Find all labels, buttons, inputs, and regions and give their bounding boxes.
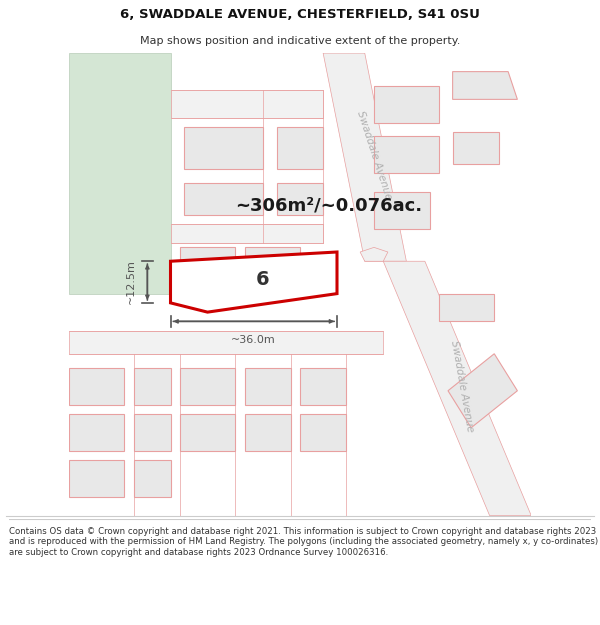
Polygon shape xyxy=(452,132,499,164)
Polygon shape xyxy=(133,460,170,497)
Text: Swaddale Avenue: Swaddale Avenue xyxy=(449,339,475,432)
Polygon shape xyxy=(184,127,263,169)
Polygon shape xyxy=(448,354,517,428)
Polygon shape xyxy=(300,414,346,451)
Polygon shape xyxy=(69,460,124,497)
Polygon shape xyxy=(180,248,235,275)
Polygon shape xyxy=(383,261,531,516)
Polygon shape xyxy=(374,192,430,229)
Polygon shape xyxy=(69,53,170,294)
Polygon shape xyxy=(360,248,388,261)
Polygon shape xyxy=(323,53,406,261)
Text: ~12.5m: ~12.5m xyxy=(126,259,136,304)
Polygon shape xyxy=(69,368,124,404)
Polygon shape xyxy=(277,127,323,169)
Polygon shape xyxy=(374,86,439,122)
Polygon shape xyxy=(133,368,170,404)
Text: ~306m²/~0.076ac.: ~306m²/~0.076ac. xyxy=(235,197,422,215)
Polygon shape xyxy=(133,414,170,451)
Polygon shape xyxy=(245,368,291,404)
Polygon shape xyxy=(170,90,323,118)
Polygon shape xyxy=(69,414,124,451)
Polygon shape xyxy=(184,182,263,215)
Polygon shape xyxy=(452,72,517,99)
Text: 6: 6 xyxy=(256,270,270,289)
Text: Contains OS data © Crown copyright and database right 2021. This information is : Contains OS data © Crown copyright and d… xyxy=(9,527,598,557)
Text: Swaddale Avenue: Swaddale Avenue xyxy=(355,109,393,201)
Polygon shape xyxy=(170,224,323,243)
Polygon shape xyxy=(300,368,346,404)
Text: Map shows position and indicative extent of the property.: Map shows position and indicative extent… xyxy=(140,36,460,46)
Polygon shape xyxy=(245,414,291,451)
Polygon shape xyxy=(245,248,300,275)
Polygon shape xyxy=(180,414,235,451)
Polygon shape xyxy=(374,136,439,173)
Text: 6, SWADDALE AVENUE, CHESTERFIELD, S41 0SU: 6, SWADDALE AVENUE, CHESTERFIELD, S41 0S… xyxy=(120,8,480,21)
Text: ~36.0m: ~36.0m xyxy=(232,335,276,345)
Polygon shape xyxy=(277,182,323,215)
Polygon shape xyxy=(439,294,494,321)
Polygon shape xyxy=(69,331,383,354)
Polygon shape xyxy=(180,368,235,404)
Polygon shape xyxy=(170,252,337,312)
